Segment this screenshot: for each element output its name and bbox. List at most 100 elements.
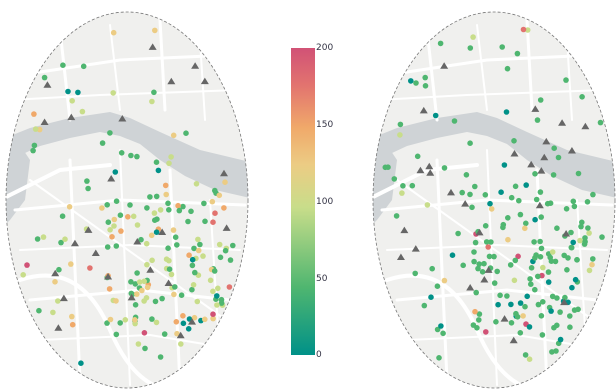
sensor-point — [393, 213, 400, 219]
sensor-point — [226, 284, 233, 290]
sensor-point — [195, 236, 201, 243]
sensor-point — [122, 317, 129, 323]
colorbar-tick-200: 200 — [316, 43, 334, 53]
sensor-point — [483, 239, 490, 245]
station-triangle — [118, 114, 127, 122]
sensor-point — [578, 223, 584, 230]
sensor-point — [572, 276, 579, 283]
sensor-point — [149, 257, 155, 264]
sensor-point — [486, 253, 493, 260]
sensor-point — [467, 45, 474, 51]
sensor-point — [548, 258, 555, 265]
sensor-point — [517, 300, 524, 306]
station-triangle — [43, 81, 52, 88]
sensor-point — [161, 331, 168, 337]
sensor-point — [165, 245, 171, 251]
sensor-point — [586, 230, 592, 236]
sensor-point — [508, 301, 514, 308]
sensor-point — [459, 189, 466, 196]
station-triangle — [176, 331, 185, 339]
sensor-point — [143, 240, 150, 247]
sensor-point — [218, 300, 225, 306]
sensor-point — [505, 215, 511, 221]
sensor-point — [574, 257, 580, 263]
sensor-point — [523, 182, 529, 188]
sensor-point — [59, 213, 66, 219]
sensor-point — [483, 329, 489, 335]
sensor-point — [78, 360, 84, 367]
sensor-point — [178, 341, 184, 347]
sensor-point — [80, 63, 87, 70]
sensor-point — [230, 242, 236, 249]
sensor-point — [222, 247, 229, 254]
station-triangle — [219, 169, 228, 177]
station-triangle — [148, 43, 157, 50]
sensor-point — [429, 265, 436, 272]
sensor-point — [195, 247, 202, 254]
sensor-point — [517, 211, 524, 218]
sensor-point — [533, 196, 540, 203]
sensor-point — [534, 117, 541, 123]
sensor-point — [470, 34, 476, 40]
sensor-point — [414, 153, 421, 160]
sensor-point — [24, 262, 30, 268]
sensor-point — [563, 77, 569, 83]
sensor-point — [579, 219, 585, 226]
station-triangle — [537, 167, 546, 174]
sensor-point — [85, 185, 91, 192]
sensor-point — [522, 352, 529, 358]
map-border-left — [5, 11, 249, 389]
sensor-point — [117, 212, 124, 218]
sensor-point — [189, 286, 195, 293]
sensor-point — [552, 258, 559, 265]
sensor-point — [210, 311, 216, 318]
sensor-point — [438, 323, 444, 329]
sensor-point — [532, 286, 538, 293]
station-triangle — [40, 118, 49, 126]
sensor-point — [20, 272, 27, 278]
sensor-point — [397, 121, 404, 128]
sensor-point — [111, 216, 118, 223]
sensor-point — [202, 316, 208, 323]
sensor-point — [171, 291, 177, 298]
sensor-point — [535, 273, 541, 280]
map-panel-right[interactable] — [360, 0, 616, 389]
sensor-point — [523, 220, 529, 227]
sensor-point — [134, 222, 141, 228]
sensor-point — [154, 216, 160, 222]
sensor-point — [141, 330, 148, 336]
sensor-point — [66, 204, 73, 210]
sensor-point — [538, 313, 545, 319]
sensor-point — [210, 315, 216, 322]
sensor-point — [209, 198, 216, 205]
sensor-point — [152, 27, 158, 34]
station-triangle — [396, 253, 405, 261]
station-triangle — [70, 239, 79, 247]
sensor-point — [216, 241, 223, 248]
sensor-point — [183, 130, 189, 136]
sensor-point — [472, 183, 478, 190]
sensor-point — [68, 261, 74, 267]
sensor-point — [440, 330, 446, 337]
sensor-point — [214, 302, 220, 308]
sensor-point — [547, 200, 554, 206]
sensor-point — [125, 214, 131, 220]
sensor-point — [539, 332, 546, 338]
sensor-point — [503, 109, 510, 115]
sensor-point — [107, 130, 113, 136]
sensor-point — [189, 256, 196, 263]
station-triangle — [146, 266, 155, 273]
sensor-point — [185, 218, 191, 225]
sensor-point — [527, 276, 533, 282]
map-panel-left[interactable] — [0, 0, 260, 389]
sensor-point — [549, 293, 556, 300]
sensor-point — [422, 74, 429, 81]
station-triangle — [84, 226, 93, 233]
sensor-point — [575, 170, 582, 177]
sensor-point — [412, 270, 419, 277]
sensor-point — [413, 80, 419, 86]
sensor-point — [99, 140, 106, 146]
sensor-point — [31, 142, 38, 149]
sensor-point — [36, 307, 42, 314]
station-triangle — [200, 77, 209, 85]
